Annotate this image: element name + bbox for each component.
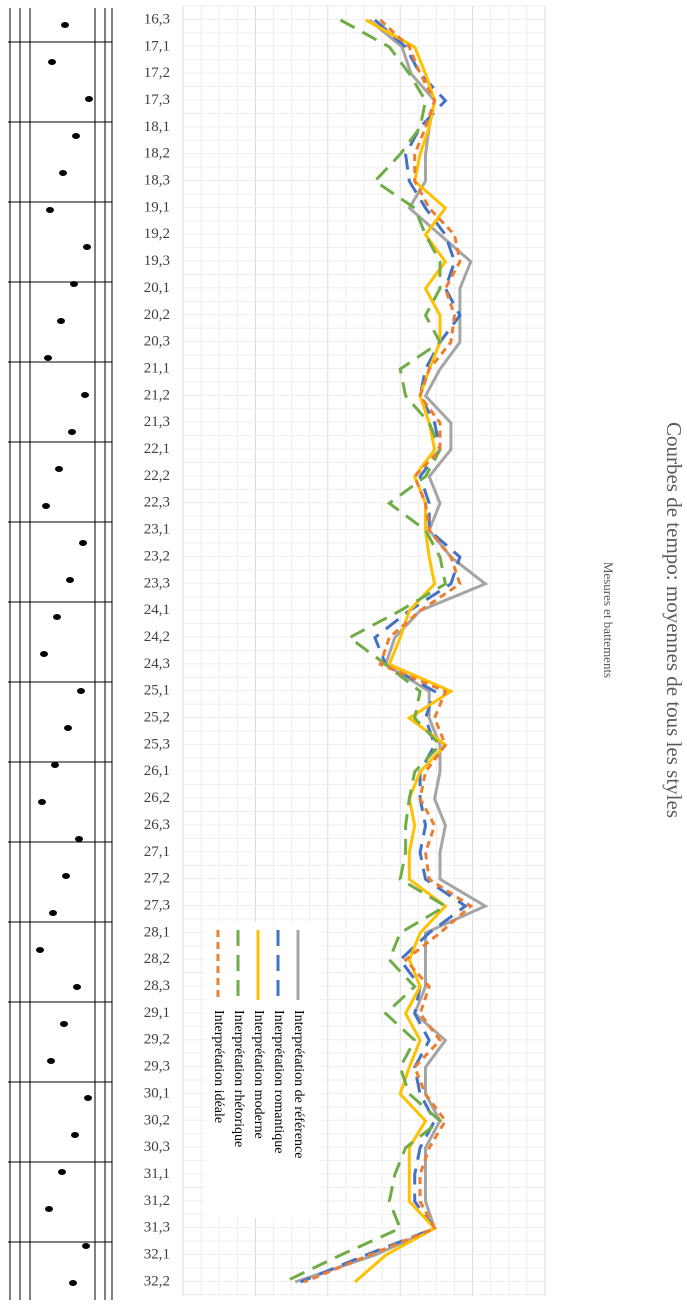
category-label: 21,3 <box>144 414 170 430</box>
note <box>53 614 61 620</box>
note <box>70 281 78 287</box>
note <box>68 429 76 435</box>
category-label: 23,1 <box>144 522 170 538</box>
category-label: 25,2 <box>144 710 170 726</box>
legend-label: Interprétation rhétorique <box>231 1010 246 1147</box>
category-label: 31,3 <box>144 1220 170 1236</box>
note <box>55 466 63 472</box>
chart-subtitle: Mesures et battements <box>601 562 616 678</box>
category-label: 28,1 <box>144 924 170 940</box>
category-label: 27,1 <box>144 844 170 860</box>
category-label: 32,1 <box>144 1247 170 1263</box>
category-label: 32,2 <box>144 1273 170 1289</box>
note <box>44 355 52 361</box>
category-label: 25,3 <box>144 736 170 752</box>
note <box>40 651 48 657</box>
category-label: 16,3 <box>144 11 170 27</box>
note <box>46 207 54 213</box>
category-label: 21,1 <box>144 360 170 376</box>
note <box>59 170 67 176</box>
note <box>71 1132 79 1138</box>
category-label: 25,1 <box>144 683 170 699</box>
category-label: 20,3 <box>144 334 170 350</box>
category-label: 18,1 <box>144 119 170 135</box>
note <box>62 873 70 879</box>
category-label: 18,2 <box>144 146 170 162</box>
note <box>83 244 91 250</box>
category-label: 24,1 <box>144 602 170 618</box>
legend-box <box>205 922 320 1218</box>
series-line <box>303 18 474 1284</box>
series-line <box>283 18 449 1284</box>
category-label: 17,1 <box>144 38 170 54</box>
category-label: 31,2 <box>144 1193 170 1209</box>
category-label: 20,1 <box>144 280 170 296</box>
note <box>81 392 89 398</box>
note <box>51 762 59 768</box>
note <box>38 799 46 805</box>
category-label: 19,1 <box>144 199 170 215</box>
category-label: 24,2 <box>144 629 170 645</box>
category-label: 26,1 <box>144 763 170 779</box>
legend-label: Interprétation moderne <box>251 1010 266 1139</box>
category-label: 20,2 <box>144 307 170 323</box>
note <box>45 1206 53 1212</box>
note <box>66 577 74 583</box>
category-label: 30,2 <box>144 1112 170 1128</box>
category-label: 19,3 <box>144 253 170 269</box>
category-label: 30,1 <box>144 1085 170 1101</box>
category-label: 21,2 <box>144 387 170 403</box>
category-label: 22,2 <box>144 468 170 484</box>
sheet-music <box>9 8 113 1300</box>
note <box>85 96 93 102</box>
note <box>60 1021 68 1027</box>
legend-label: Interprétation romantique <box>271 1010 286 1153</box>
note <box>79 540 87 546</box>
category-label: 23,2 <box>144 548 170 564</box>
category-label: 23,3 <box>144 575 170 591</box>
category-label: 27,3 <box>144 897 170 913</box>
series-line <box>353 18 455 1284</box>
note <box>57 318 65 324</box>
category-label: 31,1 <box>144 1166 170 1182</box>
note <box>77 688 85 694</box>
legend-label: Interprétation idéale <box>211 1010 226 1123</box>
category-label: 28,2 <box>144 951 170 967</box>
category-label: 17,3 <box>144 92 170 108</box>
category-label: 29,1 <box>144 1005 170 1021</box>
category-label: 19,2 <box>144 226 170 242</box>
note <box>75 836 83 842</box>
series-line <box>294 18 489 1284</box>
note <box>82 1243 90 1249</box>
category-label: 26,2 <box>144 790 170 806</box>
category-label: 27,2 <box>144 871 170 887</box>
note <box>49 910 57 916</box>
note <box>69 1280 77 1286</box>
category-label: 22,1 <box>144 441 170 457</box>
note <box>58 1169 66 1175</box>
note <box>73 984 81 990</box>
category-label: 28,3 <box>144 978 170 994</box>
category-label: 22,3 <box>144 495 170 511</box>
category-label: 29,2 <box>144 1032 170 1048</box>
note <box>47 1058 55 1064</box>
note <box>64 725 72 731</box>
note <box>42 503 50 509</box>
category-label: 17,2 <box>144 65 170 81</box>
note <box>48 59 56 65</box>
note <box>61 22 69 28</box>
category-label: 30,3 <box>144 1139 170 1155</box>
category-label: 18,3 <box>144 173 170 189</box>
chart-title: Courbes de tempo: moyennes de tous les s… <box>662 422 686 818</box>
category-label: 26,3 <box>144 817 170 833</box>
category-label: 29,3 <box>144 1059 170 1075</box>
note <box>72 133 80 139</box>
series-line <box>300 18 468 1284</box>
category-label: 24,3 <box>144 656 170 672</box>
legend-label: Interprétation de référence <box>291 1010 306 1158</box>
note <box>36 947 44 953</box>
note <box>84 1095 92 1101</box>
